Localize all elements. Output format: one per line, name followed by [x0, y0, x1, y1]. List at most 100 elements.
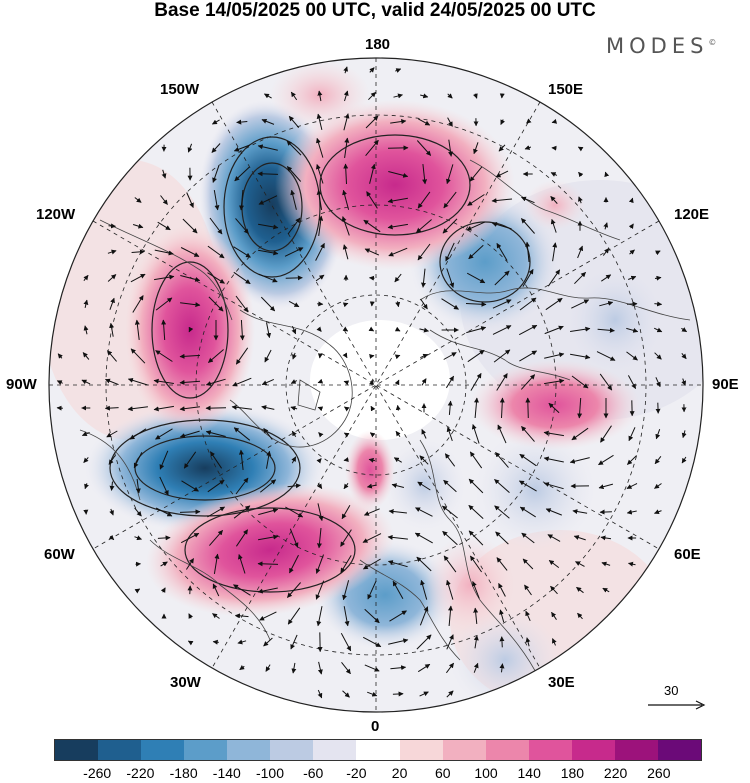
wind-vector: [132, 223, 144, 229]
wind-vector: [287, 582, 301, 598]
wind-vector: [420, 268, 426, 288]
wind-vector: [468, 530, 484, 546]
wind-vector: [544, 352, 565, 359]
wind-vector: [519, 453, 537, 467]
wind-vector: [106, 430, 118, 438]
wind-vector: [213, 190, 220, 211]
reference-vector-arrow: [648, 700, 706, 710]
wind-vector: [521, 532, 535, 544]
wind-vector: [578, 196, 583, 204]
wind-vector: [392, 691, 404, 697]
wind-vector: [362, 558, 381, 570]
wind-vector: [499, 663, 505, 673]
wind-vector: [655, 250, 661, 256]
wind-vector: [317, 689, 323, 699]
wind-vector: [545, 508, 562, 516]
wind-vector: [416, 140, 432, 156]
wind-vector: [681, 456, 687, 464]
wind-vector: [495, 452, 509, 468]
wind-vector: [238, 449, 244, 470]
wind-vector: [518, 480, 537, 492]
wind-vector: [525, 397, 531, 419]
wind-vector: [575, 561, 585, 567]
wind-vector: [573, 535, 586, 541]
wind-vector: [258, 223, 279, 230]
wind-vector: [628, 275, 637, 281]
wind-vector: [107, 249, 117, 255]
wind-vector: [415, 507, 433, 517]
wind-vector: [154, 249, 174, 256]
legend-swatch: [657, 740, 701, 760]
wind-vector: [368, 91, 376, 101]
legend-tick-label: -60: [303, 765, 324, 781]
wind-vector: [291, 326, 297, 335]
wind-vector: [367, 580, 377, 600]
wind-vector: [603, 222, 609, 230]
wind-vector: [499, 609, 505, 623]
wind-vector: [239, 189, 244, 211]
wind-vector: [446, 690, 454, 698]
wind-vector: [155, 428, 173, 440]
wind-vector: [343, 457, 349, 462]
wind-vector: [205, 430, 226, 437]
wind-vector: [465, 301, 487, 307]
legend-tick-label: 60: [435, 765, 451, 781]
wind-vector: [365, 139, 379, 157]
wind-vector: [416, 556, 432, 572]
wind-vector: [445, 242, 455, 262]
wind-vector: [681, 378, 687, 386]
wind-vectors: [56, 66, 688, 699]
wind-vector: [395, 68, 402, 73]
wind-vector: [153, 378, 174, 384]
legend-swatch: [141, 740, 185, 760]
wind-vector: [155, 507, 173, 517]
wind-vector: [181, 480, 199, 492]
wind-vector: [681, 352, 687, 360]
legend-tick-label: -220: [126, 765, 155, 781]
wind-vector: [187, 143, 193, 153]
wind-vector: [263, 93, 272, 99]
wind-vector: [543, 430, 564, 437]
wind-vector: [340, 555, 352, 574]
wind-vector: [369, 67, 375, 73]
wind-vector: [418, 118, 431, 126]
siberia-high: [470, 360, 640, 450]
wind-vector: [627, 455, 637, 465]
wind-vector: [496, 242, 508, 261]
wind-vector: [654, 275, 662, 281]
wind-vector: [131, 249, 145, 255]
wind-vector: [548, 560, 560, 568]
wind-vector: [655, 429, 661, 440]
wind-vector: [291, 430, 297, 438]
wind-vector: [134, 319, 140, 340]
wind-vector: [207, 506, 226, 518]
wind-vector: [317, 90, 323, 102]
wind-vector: [134, 197, 142, 203]
wind-vector: [550, 196, 558, 204]
wind-vector: [570, 353, 591, 360]
wind-vector: [211, 143, 221, 153]
wind-vector: [448, 139, 454, 157]
wind-vector: [209, 217, 223, 235]
wind-vector: [318, 215, 324, 236]
wind-vector: [390, 665, 407, 671]
legend-tick-label: -100: [255, 765, 285, 781]
wind-vector: [388, 171, 409, 178]
wind-vector: [127, 406, 148, 412]
wind-vector: [447, 93, 453, 99]
wind-vector: [443, 555, 457, 573]
wind-vector: [315, 164, 324, 184]
legend-swatch: [442, 740, 486, 760]
lon-label-90e: 90E: [712, 376, 739, 393]
wind-vector: [416, 219, 432, 233]
wind-vector: [446, 634, 454, 650]
wind-vector: [369, 354, 375, 359]
wind-vector: [394, 326, 401, 332]
wind-vector: [654, 509, 662, 515]
wind-vector: [655, 377, 661, 388]
anomaly-field: [49, 58, 703, 712]
wind-vector: [422, 164, 428, 185]
wind-vector: [291, 662, 297, 674]
wind-vector: [447, 117, 453, 127]
